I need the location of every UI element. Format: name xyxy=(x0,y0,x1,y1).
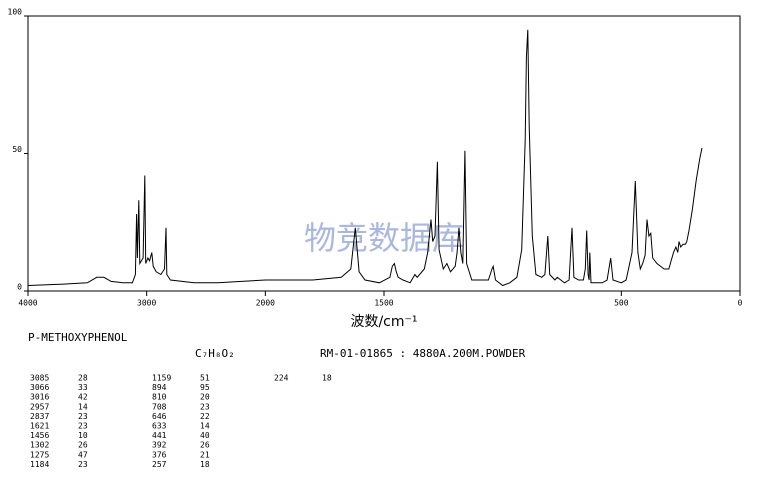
peak-intensity: 10 xyxy=(78,431,88,440)
x-axis-label: 波数/cm⁻¹ xyxy=(350,314,417,330)
compound-name: P-METHOXYPHENOL xyxy=(28,331,128,344)
peak-wavenumber: 1275 xyxy=(30,450,49,459)
peak-intensity: 28 xyxy=(78,374,88,383)
peak-wavenumber: 257 xyxy=(152,460,167,469)
peak-intensity: 22 xyxy=(200,412,210,421)
peak-wavenumber: 708 xyxy=(152,402,167,411)
peak-intensity: 23 xyxy=(78,412,88,421)
subtitle: RM-01-01865 : 4880A.200M.POWDER xyxy=(320,347,526,360)
peak-intensity: 42 xyxy=(78,393,88,402)
peak-wavenumber: 2957 xyxy=(30,402,49,411)
peak-intensity: 14 xyxy=(78,402,88,411)
x-tick-label: 1500 xyxy=(374,299,393,308)
peak-intensity: 33 xyxy=(78,383,88,392)
watermark: 物竞数据库 xyxy=(304,219,464,257)
peak-wavenumber: 3066 xyxy=(30,383,49,392)
peak-intensity: 14 xyxy=(200,422,210,431)
peak-intensity: 51 xyxy=(200,374,210,383)
peak-intensity: 95 xyxy=(200,383,210,392)
peak-wavenumber: 1159 xyxy=(152,374,171,383)
peak-intensity: 18 xyxy=(322,374,332,383)
peak-wavenumber: 376 xyxy=(152,450,167,459)
peak-wavenumber: 894 xyxy=(152,383,167,392)
peak-wavenumber: 3016 xyxy=(30,393,49,402)
peak-intensity: 47 xyxy=(78,450,88,459)
spectrum-line xyxy=(27,29,703,287)
peak-intensity: 26 xyxy=(200,441,210,450)
peak-intensity: 23 xyxy=(78,422,88,431)
peak-wavenumber: 392 xyxy=(152,441,167,450)
x-tick-label: 500 xyxy=(614,299,629,308)
peak-intensity: 18 xyxy=(200,460,210,469)
peak-wavenumber: 1456 xyxy=(30,431,49,440)
peak-intensity: 26 xyxy=(78,441,88,450)
x-tick-label: 2000 xyxy=(256,299,275,308)
peak-intensity: 21 xyxy=(200,450,210,459)
peak-wavenumber: 810 xyxy=(152,393,167,402)
peak-intensity: 23 xyxy=(78,460,88,469)
x-tick-label: 0 xyxy=(738,299,743,308)
peak-wavenumber: 633 xyxy=(152,422,167,431)
peak-wavenumber: 224 xyxy=(274,374,289,383)
peak-wavenumber: 646 xyxy=(152,412,167,421)
peak-wavenumber: 1302 xyxy=(30,441,49,450)
y-tick-label: 100 xyxy=(8,8,23,17)
x-tick-label: 4000 xyxy=(18,299,37,308)
peak-wavenumber: 1621 xyxy=(30,422,49,431)
peak-intensity: 23 xyxy=(200,402,210,411)
peak-wavenumber: 1184 xyxy=(30,460,49,469)
x-tick-label: 3000 xyxy=(137,299,156,308)
peak-wavenumber: 441 xyxy=(152,431,167,440)
y-tick-label: 50 xyxy=(12,145,22,154)
peak-intensity: 40 xyxy=(200,431,210,440)
peak-intensity: 20 xyxy=(200,393,210,402)
peak-wavenumber: 2837 xyxy=(30,412,49,421)
formula: C₇H₈O₂ xyxy=(195,347,235,360)
peak-wavenumber: 3085 xyxy=(30,374,49,383)
y-tick-label: 0 xyxy=(17,283,22,292)
